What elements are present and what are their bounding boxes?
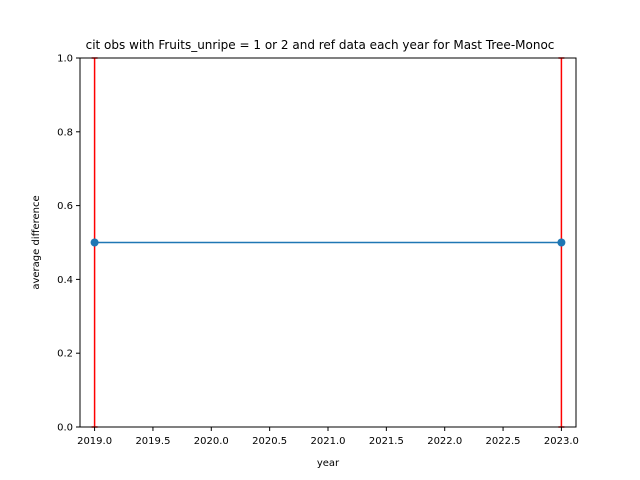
x-tick-label: 2021.5	[369, 436, 404, 447]
x-tick-label: 2023.0	[544, 436, 579, 447]
x-tick-label: 2020.0	[194, 436, 229, 447]
x-axis-label: year	[317, 458, 340, 469]
y-tick-label: 0.0	[57, 423, 73, 434]
y-tick-label: 0.2	[57, 349, 73, 360]
series-group	[90, 238, 566, 247]
x-tick-label: 2022.5	[486, 436, 521, 447]
y-axis-label: average difference	[31, 195, 42, 289]
x-tick-label: 2019.5	[135, 436, 170, 447]
x-tick-label: 2020.5	[252, 436, 287, 447]
x-ticks: 2019.0 2019.5 2020.0 2020.5 2021.0 2021.5 2022…	[77, 427, 579, 447]
data-point	[557, 238, 566, 247]
y-tick-label: 0.4	[57, 275, 73, 286]
x-tick-label: 2022.0	[427, 436, 462, 447]
y-tick-label: 1.0	[57, 54, 73, 65]
y-tick-label: 0.6	[57, 201, 73, 212]
y-tick-label: 0.8	[57, 127, 73, 138]
x-tick-label: 2021.0	[311, 436, 346, 447]
x-tick-label: 2019.0	[77, 436, 112, 447]
data-point	[90, 238, 99, 247]
y-ticks: 0.0 0.2 0.4 0.6 0.8 1.0	[57, 54, 80, 434]
chart-title: cit obs with Fruits_unripe = 1 or 2 and …	[86, 38, 555, 52]
